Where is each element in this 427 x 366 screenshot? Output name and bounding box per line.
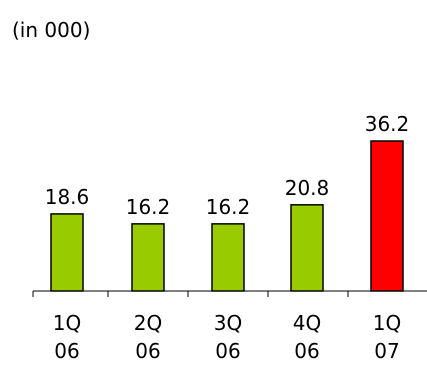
value-label-3: 16.2 <box>206 195 251 219</box>
category-label-2-line2: 06 <box>135 339 160 363</box>
value-label-5: 36.2 <box>365 112 410 136</box>
category-label-3-line2: 06 <box>215 339 240 363</box>
category-label-2-line1: 2Q <box>134 311 162 335</box>
category-label-5-line2: 07 <box>374 339 399 363</box>
x-axis <box>32 290 427 297</box>
chart-unit-label: (in 000) <box>12 18 91 42</box>
bar-2 <box>131 223 165 292</box>
category-label-5-line1: 1Q <box>373 311 401 335</box>
bar-1 <box>50 213 84 292</box>
bar-5 <box>370 140 404 292</box>
category-label-4-line1: 4Q <box>293 311 321 335</box>
bar-3 <box>211 223 245 292</box>
bar-4 <box>290 204 324 292</box>
category-label-1-line1: 1Q <box>53 311 81 335</box>
labels-layer: 18.6 1Q 06 16.2 2Q 06 16.2 3Q 06 20.8 4Q 06 36.2 1Q 07 <box>45 112 410 363</box>
value-label-1: 18.6 <box>45 185 90 209</box>
value-label-4: 20.8 <box>285 176 330 200</box>
bars-layer <box>50 140 404 292</box>
category-label-1-line2: 06 <box>54 339 79 363</box>
value-label-2: 16.2 <box>126 195 171 219</box>
category-label-4-line2: 06 <box>294 339 319 363</box>
category-label-3-line1: 3Q <box>214 311 242 335</box>
